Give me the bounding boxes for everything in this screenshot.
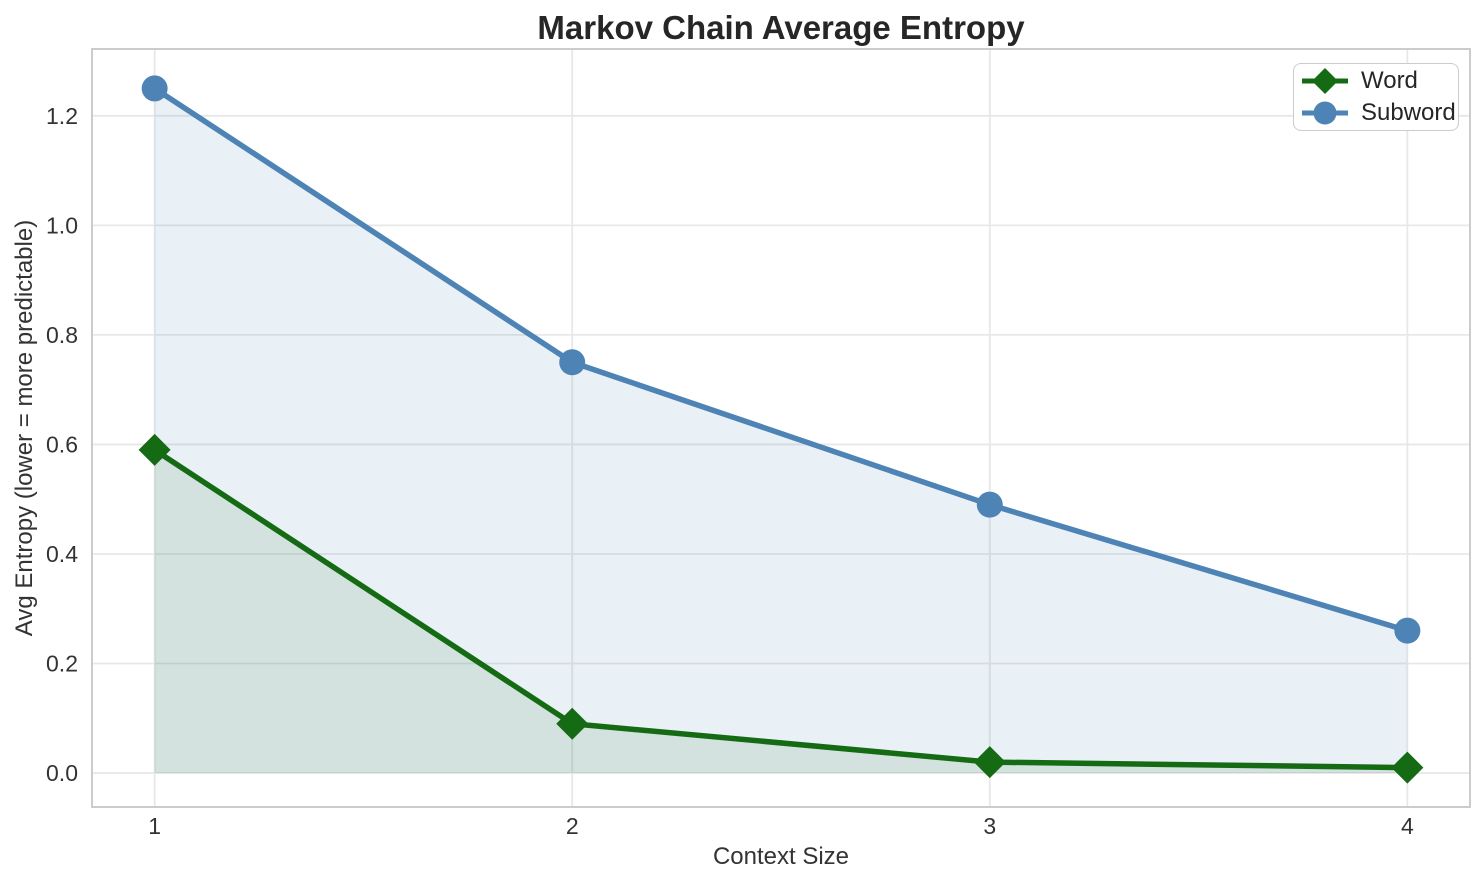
- subword-marker: [1394, 617, 1421, 644]
- y-tick-label-0.8: 0.8: [46, 322, 78, 348]
- y-tick-label-0.6: 0.6: [46, 431, 78, 457]
- y-tick-label-0.2: 0.2: [46, 651, 78, 677]
- chart-title: Markov Chain Average Entropy: [537, 9, 1025, 46]
- x-tick-label-3: 3: [983, 813, 996, 839]
- subword-legend-circle: [1313, 101, 1337, 125]
- legend-label-word: Word: [1361, 67, 1418, 94]
- x-tick-label-4: 4: [1401, 813, 1414, 839]
- y-tick-label-0.0: 0.0: [46, 760, 78, 786]
- word-marker: [138, 433, 171, 466]
- word-legend-diamond: [1312, 68, 1338, 94]
- word-series-line: [153, 447, 1408, 771]
- subword-area-fill: [154, 88, 1408, 774]
- legend-item-subword: Subword: [1299, 98, 1458, 129]
- x-axis-label: Context Size: [712, 843, 850, 870]
- subword-marker: [976, 491, 1003, 518]
- legend-item-word: Word: [1299, 66, 1458, 97]
- legend: Word Subword: [1293, 63, 1459, 131]
- word-diamond-marker-icon: [1302, 68, 1348, 94]
- axes-spines: [91, 48, 1471, 808]
- x-tick-label-1: 1: [148, 813, 161, 839]
- word-marker: [1391, 751, 1424, 784]
- subword-circle-marker-icon: [1302, 101, 1348, 125]
- y-axis-label: Avg Entropy (lower = more predictable): [11, 219, 38, 637]
- y-tick-label-1.0: 1.0: [46, 212, 78, 238]
- y-tick-label-0.4: 0.4: [46, 541, 78, 567]
- word-marker: [973, 746, 1006, 779]
- subword-marker: [141, 75, 168, 102]
- subword-series-line: [153, 86, 1409, 634]
- word-area-fill: [154, 449, 1408, 774]
- y-tick-label-1.2: 1.2: [46, 103, 78, 129]
- x-tick-label-2: 2: [566, 813, 579, 839]
- legend-label-subword: Subword: [1361, 99, 1456, 126]
- subword-marker: [559, 349, 586, 376]
- word-marker: [556, 707, 589, 740]
